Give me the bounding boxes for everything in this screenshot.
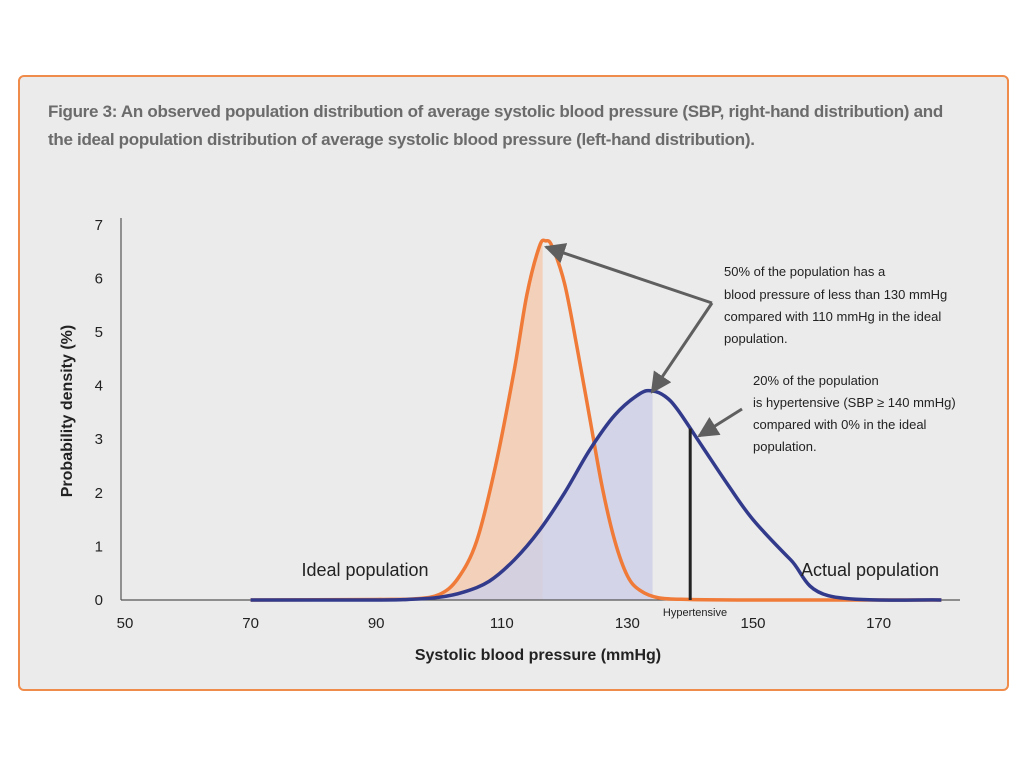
actual-density-line [250,388,942,602]
y-tick-label: 6 [95,270,103,287]
annotation-median-line: population. [724,331,788,346]
actual-shaded-area [250,390,653,601]
ideal-shaded-area [250,241,543,600]
y-tick-label: 4 [95,378,103,395]
arrow-to-ideal-peak [544,243,713,305]
actual-population-label: Actual population [801,560,939,580]
annotation-hypertensive-line: is hypertensive (SBP ≥ 140 mmHg) [753,395,956,410]
annotation-median: 50% of the population has a blood pressu… [724,264,947,346]
ideal-population-label: Ideal population [301,560,428,580]
arrow-to-hypertensive [697,407,743,438]
figure-title: Figure 3: An observed population distrib… [48,102,943,149]
y-tick-label: 3 [95,431,103,448]
y-tick-label: 7 [95,217,103,234]
y-tick-label: 2 [95,485,103,502]
annotation-hypertensive-line: 20% of the population [753,373,879,388]
x-tick-label: 70 [242,615,259,632]
x-tick-label: 110 [490,615,514,632]
x-tick-label: 90 [368,615,385,632]
y-tick-label: 5 [95,324,103,341]
x-tick-label: 50 [117,615,134,632]
annotation-median-line: compared with 110 mmHg in the ideal [724,309,941,324]
hypertensive-label: Hypertensive [663,607,727,619]
arrow-to-actual-peak [650,302,714,394]
x-axis-label: Systolic blood pressure (mmHg) [415,647,661,664]
y-axis-label: Probability density (%) [59,325,76,497]
x-tick-label: 170 [866,615,891,632]
annotation-median-line: blood pressure of less than 130 mmHg [724,287,947,302]
y-tick-label: 1 [95,538,103,555]
annotation-hypertensive-line: compared with 0% in the ideal [753,417,927,432]
annotation-hypertensive-line: population. [753,439,817,454]
annotation-hypertensive: 20% of the population is hypertensive (S… [753,373,956,454]
annotation-median-line: 50% of the population has a [724,264,886,279]
y-tick-label: 0 [95,592,103,609]
x-tick-label: 150 [740,615,765,632]
x-tick-label: 130 [615,615,640,632]
